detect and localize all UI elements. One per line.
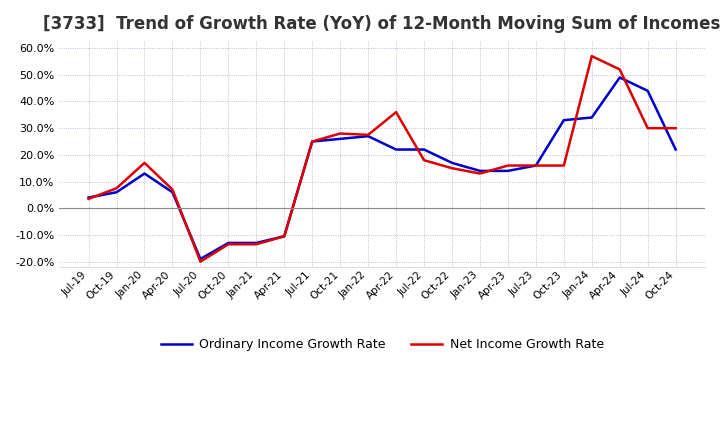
Net Income Growth Rate (84, 196, 93, 202)
Legend: Ordinary Income Growth Rate, Net Income Growth Rate: Ordinary Income Growth Rate, Net Income … (156, 333, 608, 356)
Ordinary Income Growth Rate (588, 115, 596, 120)
Ordinary Income Growth Rate (392, 147, 400, 152)
Ordinary Income Growth Rate (252, 240, 261, 246)
Net Income Growth Rate (252, 242, 261, 247)
Ordinary Income Growth Rate (140, 171, 149, 176)
Net Income Growth Rate (224, 242, 233, 247)
Net Income Growth Rate (420, 158, 428, 163)
Net Income Growth Rate (588, 54, 596, 59)
Ordinary Income Growth Rate (224, 240, 233, 246)
Net Income Growth Rate (280, 234, 289, 239)
Line: Ordinary Income Growth Rate: Ordinary Income Growth Rate (89, 77, 675, 259)
Net Income Growth Rate (644, 125, 652, 131)
Ordinary Income Growth Rate (616, 75, 624, 80)
Ordinary Income Growth Rate (196, 257, 204, 262)
Ordinary Income Growth Rate (308, 139, 317, 144)
Ordinary Income Growth Rate (448, 160, 456, 165)
Ordinary Income Growth Rate (476, 168, 485, 173)
Ordinary Income Growth Rate (644, 88, 652, 93)
Net Income Growth Rate (392, 110, 400, 115)
Ordinary Income Growth Rate (503, 168, 512, 173)
Ordinary Income Growth Rate (112, 190, 121, 195)
Ordinary Income Growth Rate (84, 195, 93, 200)
Ordinary Income Growth Rate (336, 136, 344, 142)
Net Income Growth Rate (559, 163, 568, 168)
Net Income Growth Rate (168, 187, 177, 192)
Line: Net Income Growth Rate: Net Income Growth Rate (89, 56, 675, 262)
Net Income Growth Rate (364, 132, 372, 137)
Net Income Growth Rate (140, 160, 149, 165)
Net Income Growth Rate (671, 125, 680, 131)
Ordinary Income Growth Rate (364, 134, 372, 139)
Ordinary Income Growth Rate (531, 163, 540, 168)
Ordinary Income Growth Rate (280, 234, 289, 239)
Title: [3733]  Trend of Growth Rate (YoY) of 12-Month Moving Sum of Incomes: [3733] Trend of Growth Rate (YoY) of 12-… (43, 15, 720, 33)
Net Income Growth Rate (336, 131, 344, 136)
Net Income Growth Rate (503, 163, 512, 168)
Net Income Growth Rate (112, 186, 121, 191)
Net Income Growth Rate (531, 163, 540, 168)
Ordinary Income Growth Rate (168, 190, 177, 195)
Net Income Growth Rate (476, 171, 485, 176)
Net Income Growth Rate (308, 139, 317, 144)
Net Income Growth Rate (448, 165, 456, 171)
Ordinary Income Growth Rate (671, 147, 680, 152)
Net Income Growth Rate (196, 259, 204, 264)
Ordinary Income Growth Rate (420, 147, 428, 152)
Ordinary Income Growth Rate (559, 117, 568, 123)
Net Income Growth Rate (616, 67, 624, 72)
